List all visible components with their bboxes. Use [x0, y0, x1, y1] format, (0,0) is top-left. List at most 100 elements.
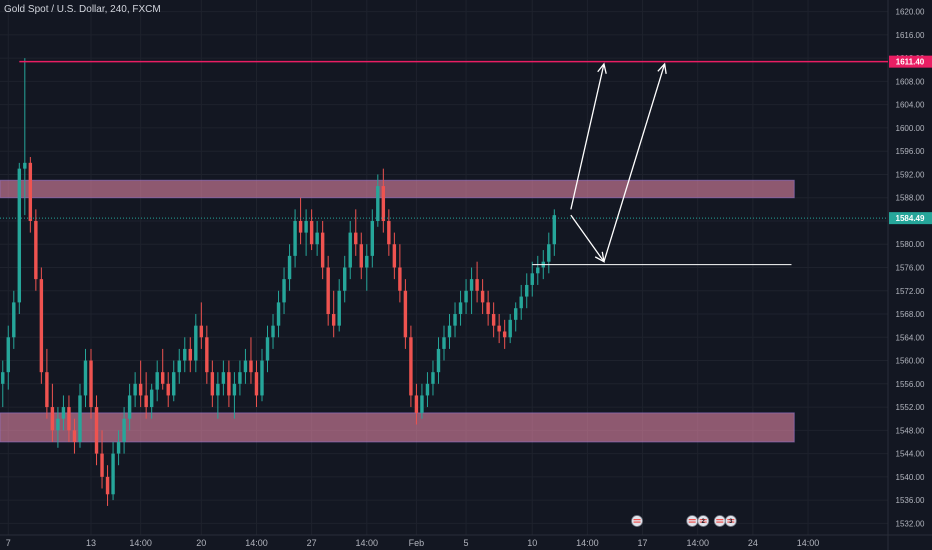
candle-body	[315, 232, 319, 245]
price-tick-label: 1548.00	[896, 426, 925, 435]
candle-body	[144, 395, 148, 408]
arrow-head	[597, 62, 607, 74]
price-tick-label: 1568.00	[896, 310, 925, 319]
candle-body	[320, 232, 325, 268]
candle-body	[464, 290, 468, 303]
price-tick-label: 1540.00	[896, 473, 925, 482]
time-tick-label: 14:00	[686, 538, 709, 548]
candle-body	[370, 220, 375, 256]
candle-body	[331, 314, 336, 326]
projection-arrow	[603, 63, 666, 262]
event-count: 3	[729, 519, 733, 525]
event-flag-stripe	[633, 519, 641, 521]
candle-body	[83, 360, 88, 396]
candle-body	[50, 407, 55, 431]
event-flag-stripe	[633, 521, 641, 523]
candle-body	[519, 296, 523, 309]
candle-body	[94, 407, 99, 454]
price-tick-label: 1564.00	[896, 333, 925, 342]
candle-body	[105, 476, 110, 495]
candle-body	[89, 360, 93, 408]
candle-body	[177, 360, 181, 373]
candles	[1, 58, 557, 506]
candle-body	[138, 383, 143, 396]
candle-body	[287, 255, 292, 280]
candle-body	[475, 279, 479, 291]
time-tick-label: 7	[6, 538, 11, 548]
candle-body	[414, 395, 419, 413]
candle-body	[6, 337, 10, 373]
arrows	[570, 62, 667, 263]
time-tick-label: 5	[464, 538, 469, 548]
price-tick-label: 1588.00	[896, 194, 925, 203]
candle-body	[431, 372, 435, 384]
candle-body	[502, 331, 507, 338]
event-flag-stripe	[727, 521, 735, 523]
candle-body	[127, 395, 132, 419]
candle-body	[61, 407, 66, 419]
candle-body	[260, 360, 264, 396]
resistance-price-label: 1611.40	[896, 58, 925, 67]
projection-arrow	[570, 63, 605, 210]
price-tick-label: 1572.00	[896, 287, 925, 296]
arrow-head	[657, 62, 667, 74]
candle-body	[227, 372, 231, 396]
candle-body	[243, 360, 248, 373]
candle-body	[525, 284, 529, 297]
candle-body	[298, 220, 303, 233]
price-tick-label: 1544.00	[896, 450, 925, 459]
candle-body	[403, 290, 408, 338]
supply-demand-zone	[0, 179, 795, 199]
event-flag-icon	[724, 515, 737, 527]
candle-body	[249, 360, 253, 373]
price-tick-label: 1604.00	[896, 101, 925, 110]
time-axis[interactable]: 7 13 14:00 20 14:00 27 14:00 Feb 5 10 14:00 17 14:00…	[6, 538, 820, 548]
candle-body	[254, 372, 259, 396]
candle-body	[221, 372, 226, 384]
event-flag-stripe	[716, 521, 724, 523]
annotation-lines	[0, 60, 888, 266]
candle-body	[337, 290, 341, 326]
candle-body	[508, 319, 512, 338]
candle-body	[39, 279, 44, 373]
candle-body	[497, 325, 501, 332]
candle-body	[480, 290, 485, 303]
price-tick-label: 1600.00	[896, 124, 925, 133]
candle-body	[547, 244, 551, 262]
resistance-price-tag	[889, 55, 932, 68]
price-tick-label: 1536.00	[896, 496, 925, 505]
candle-body	[381, 186, 386, 221]
event-count: 2	[702, 519, 706, 525]
price-axis[interactable]: 1532.00 1536.00 1540.00 1544.00 1548.00 1552.…	[889, 8, 932, 529]
candle-body	[111, 453, 115, 495]
candle-body	[348, 232, 352, 268]
last-price-tag	[889, 212, 932, 225]
candle-body	[160, 372, 165, 384]
candle-body	[210, 372, 215, 396]
time-tick-label: 20	[196, 538, 206, 548]
time-tick-label: 27	[307, 538, 317, 548]
candle-body	[12, 302, 16, 338]
candle-body	[304, 220, 308, 233]
candle-body	[486, 302, 490, 315]
candle-body	[100, 453, 104, 477]
event-flag-stripe	[699, 519, 707, 521]
price-tick-label: 1552.00	[896, 403, 925, 412]
candle-body	[387, 220, 391, 245]
candle-body	[282, 279, 286, 303]
candle-body	[409, 337, 413, 396]
candle-body	[398, 267, 402, 291]
candle-body	[343, 267, 347, 291]
last-price-label: 1584.49	[896, 214, 925, 223]
candle-body	[72, 430, 77, 442]
price-tick-label: 1576.00	[896, 264, 925, 273]
event-flag-stripe	[699, 521, 707, 523]
event-flag-icon	[686, 515, 699, 527]
candle-body	[149, 389, 154, 408]
candle-body	[199, 325, 204, 338]
candle-body	[436, 348, 441, 373]
price-tick-label: 1616.00	[896, 31, 925, 40]
